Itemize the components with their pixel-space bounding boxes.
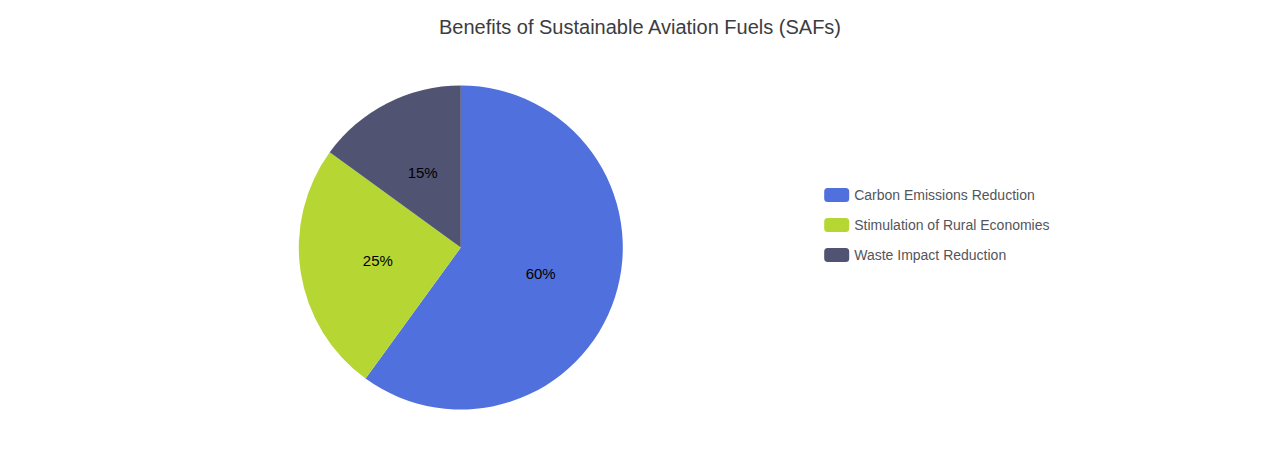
- svg-text:60%: 60%: [526, 265, 556, 282]
- svg-text:25%: 25%: [363, 252, 393, 269]
- svg-text:Waste Impact Reduction: Waste Impact Reduction: [854, 247, 1006, 263]
- svg-text:Benefits of Sustainable Aviati: Benefits of Sustainable Aviation Fuels (…: [439, 16, 841, 38]
- svg-text:15%: 15%: [408, 164, 438, 181]
- svg-text:Carbon Emissions Reduction: Carbon Emissions Reduction: [854, 187, 1035, 203]
- svg-text:Stimulation of Rural Economies: Stimulation of Rural Economies: [854, 217, 1049, 233]
